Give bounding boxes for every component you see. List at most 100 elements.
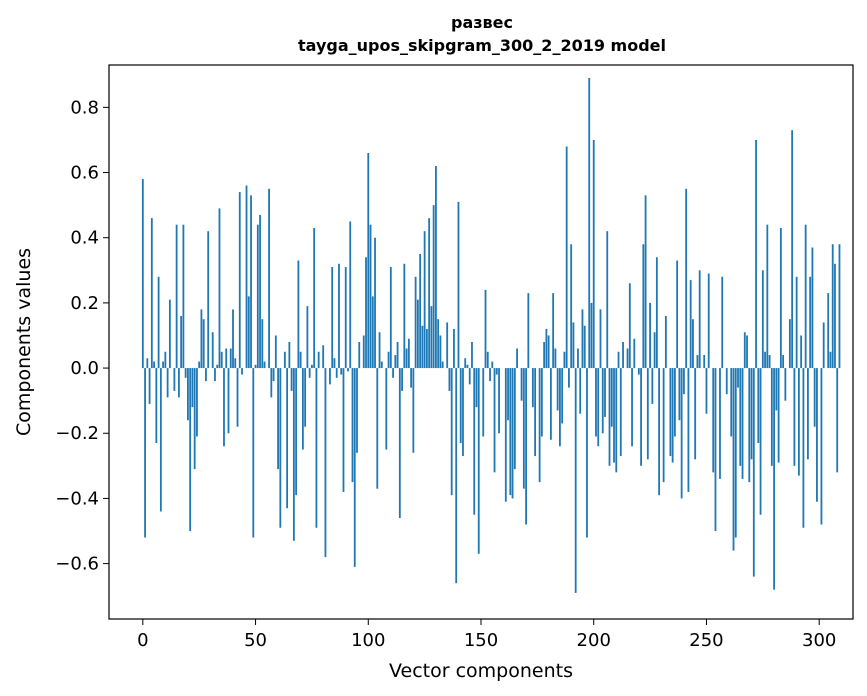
bar	[651, 368, 654, 404]
bar	[498, 368, 500, 434]
y-tick-label: 0.0	[70, 358, 99, 379]
bar	[439, 335, 442, 369]
bar	[559, 368, 561, 447]
bar	[173, 368, 176, 391]
bar	[223, 368, 225, 447]
bar	[259, 214, 261, 369]
bar	[673, 368, 676, 437]
bar	[714, 368, 717, 532]
bar	[398, 368, 401, 518]
bar	[588, 78, 591, 369]
bar	[561, 368, 564, 424]
bar	[369, 224, 372, 369]
bar	[403, 263, 406, 369]
bar	[317, 351, 320, 369]
bar	[184, 368, 187, 378]
bar	[495, 368, 498, 375]
bar	[453, 328, 455, 369]
bar	[218, 208, 221, 369]
bar	[448, 368, 451, 391]
bar	[610, 368, 613, 427]
bar	[599, 309, 602, 369]
bar	[565, 146, 568, 369]
bar	[746, 335, 748, 369]
bars-group	[141, 78, 841, 593]
bar	[367, 152, 370, 369]
bar	[768, 355, 771, 369]
bar	[389, 267, 392, 369]
bar	[545, 328, 548, 369]
bar	[338, 263, 340, 369]
bar	[597, 368, 600, 447]
x-tick-label: 50	[244, 630, 267, 651]
bar	[570, 244, 573, 369]
bar	[198, 361, 201, 369]
bar	[547, 335, 550, 369]
bar	[590, 302, 593, 369]
bar	[401, 368, 403, 391]
bar	[685, 188, 688, 369]
bar	[637, 368, 640, 375]
bar	[311, 364, 313, 369]
bar	[579, 368, 582, 414]
bar	[725, 368, 728, 395]
bar	[493, 368, 496, 473]
bar	[247, 296, 250, 369]
bar	[459, 368, 462, 444]
bar	[153, 361, 155, 369]
bar	[205, 368, 207, 382]
bar	[737, 368, 739, 388]
bar	[450, 368, 453, 496]
bar	[703, 355, 706, 369]
bar	[234, 358, 237, 369]
bar	[374, 237, 376, 369]
bar	[455, 368, 458, 584]
bar	[755, 139, 757, 369]
bar	[358, 342, 361, 369]
bar	[628, 283, 631, 369]
y-tick-label: −0.2	[55, 423, 99, 444]
bar	[324, 368, 327, 558]
bar	[301, 368, 304, 450]
bar	[272, 368, 275, 382]
bar	[279, 368, 282, 528]
bar	[193, 368, 196, 470]
bar	[263, 361, 266, 369]
bar	[489, 368, 491, 382]
bar	[162, 361, 165, 369]
bar	[394, 355, 397, 369]
bar	[678, 368, 681, 421]
bar	[540, 368, 543, 437]
bar	[168, 299, 171, 369]
bar	[471, 342, 473, 369]
bar	[797, 368, 800, 476]
x-tick-label: 300	[802, 630, 836, 651]
bar	[148, 368, 151, 404]
bar	[692, 319, 694, 369]
bar	[836, 368, 839, 473]
bar	[811, 247, 814, 369]
chart-subtitle: tayga_upos_skipgram_300_2_2019 model	[298, 36, 666, 55]
bar	[150, 218, 153, 369]
bar	[396, 342, 399, 369]
bar	[739, 368, 742, 466]
bar	[513, 368, 516, 470]
bar	[534, 368, 537, 457]
bar	[457, 201, 460, 369]
bar	[543, 342, 546, 369]
bar	[640, 368, 642, 466]
bar	[407, 338, 410, 369]
bar	[225, 348, 228, 369]
bar	[531, 368, 534, 408]
bar	[595, 368, 597, 437]
bar	[423, 231, 426, 369]
bar	[689, 280, 692, 369]
bar	[425, 328, 428, 369]
bar	[232, 309, 234, 369]
bar	[775, 368, 778, 411]
bar	[333, 358, 336, 369]
y-tick-label: 0.2	[70, 293, 99, 314]
bar	[626, 348, 629, 369]
bar	[441, 361, 444, 369]
bar	[809, 276, 812, 369]
